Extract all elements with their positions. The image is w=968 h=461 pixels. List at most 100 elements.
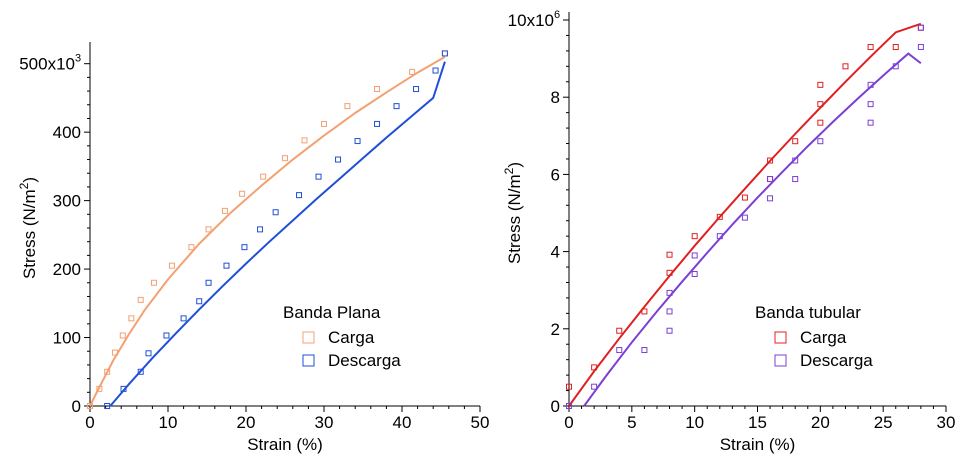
data-point [87, 403, 93, 409]
data-point [239, 190, 246, 197]
data-point [432, 67, 439, 74]
y-tick-label: 300 [53, 192, 81, 211]
data-point [205, 226, 212, 233]
x-tick-label: 30 [315, 413, 334, 432]
data-point [282, 155, 288, 162]
legend-label: Descarga [800, 351, 873, 370]
x-tick-label: 0 [85, 413, 94, 432]
data-point [666, 289, 673, 296]
fit-line [568, 22, 922, 407]
data-point [566, 383, 572, 390]
y-tick-label: 200 [53, 260, 81, 279]
data-point [374, 86, 381, 93]
x-axis-label: Strain (%) [247, 435, 323, 454]
data-point [792, 138, 799, 145]
y-tick-label: 100 [53, 329, 81, 348]
data-point [441, 50, 448, 57]
data-point [315, 173, 322, 180]
x-tick-label: 15 [748, 413, 767, 432]
y-tick-label: 400 [53, 123, 81, 142]
data-point [168, 262, 175, 269]
data-point [616, 327, 623, 334]
data-point [272, 209, 279, 216]
data-point [817, 81, 824, 88]
data-point [867, 101, 874, 108]
data-point [409, 68, 416, 75]
data-point [767, 195, 774, 202]
data-point [180, 315, 187, 322]
data-point [566, 403, 572, 409]
data-point [111, 349, 118, 356]
y-tick-label: 0 [551, 397, 560, 416]
y-tick-label: 8 [551, 88, 560, 107]
chart-1: 0 10 20 30 40 50 0 100 200 300 400 500x10 3 Strain (%… [17, 42, 489, 454]
data-point [354, 138, 361, 145]
y-tick-exponent: 3 [75, 53, 81, 65]
y-tick-label: 6 [551, 165, 560, 184]
data-point [591, 364, 598, 371]
data-point [641, 347, 648, 354]
y-tick-label: 0 [72, 397, 81, 416]
data-point [892, 44, 899, 51]
data-point [691, 233, 698, 240]
data-point [188, 244, 195, 251]
fit-line [89, 55, 446, 407]
y-tick-label: 4 [551, 243, 560, 262]
data-point [867, 119, 874, 126]
data-point [716, 213, 723, 220]
x-tick-label: 10 [159, 413, 178, 432]
y-tick-exponent: 6 [554, 9, 560, 21]
legend: Banda Plana Carga Descarga [283, 303, 401, 370]
data-point [741, 214, 748, 221]
data-point [867, 81, 874, 88]
data-point [413, 86, 420, 93]
legend-label: Carga [800, 328, 847, 347]
data-point [842, 63, 849, 70]
data-point [196, 298, 203, 305]
data-point [205, 279, 212, 286]
data-point [792, 157, 799, 164]
fit-line [109, 61, 446, 407]
x-tick-label: 40 [393, 413, 412, 432]
data-point [666, 251, 673, 258]
data-point [666, 308, 673, 315]
data-point [767, 176, 774, 183]
data-point [374, 120, 381, 127]
data-point [221, 207, 228, 214]
data-point [104, 368, 111, 375]
data-point [666, 327, 673, 334]
data-point [257, 226, 264, 233]
legend-marker [302, 354, 315, 367]
data-point [344, 103, 351, 110]
data-point [163, 332, 170, 339]
y-tick-label: 500x10 [19, 55, 75, 74]
data-point [641, 308, 648, 315]
data-point [335, 156, 342, 163]
data-point [104, 403, 111, 409]
data-point [767, 157, 774, 164]
x-axis-label: Strain (%) [720, 435, 796, 454]
series-carga [566, 22, 924, 407]
legend-label: Carga [328, 328, 375, 347]
x-tick-label: 20 [237, 413, 256, 432]
data-point [223, 262, 230, 269]
data-point [741, 194, 748, 201]
data-point [892, 63, 899, 70]
data-point [296, 192, 303, 199]
legend-title: Banda tubular [755, 303, 861, 322]
series-descarga [566, 24, 924, 409]
data-point [137, 296, 144, 303]
data-point [150, 279, 157, 286]
data-point [393, 103, 400, 110]
data-point [616, 347, 623, 354]
data-point [301, 137, 308, 144]
series-descarga [104, 50, 448, 409]
y-axis-label: Stress (N/m2) [502, 162, 524, 264]
data-point [917, 24, 924, 31]
legend: Banda tubular Carga Descarga [755, 303, 873, 370]
legend-marker [774, 331, 787, 344]
x-tick-label: 0 [564, 413, 573, 432]
data-point [917, 44, 924, 51]
data-point [817, 101, 824, 108]
